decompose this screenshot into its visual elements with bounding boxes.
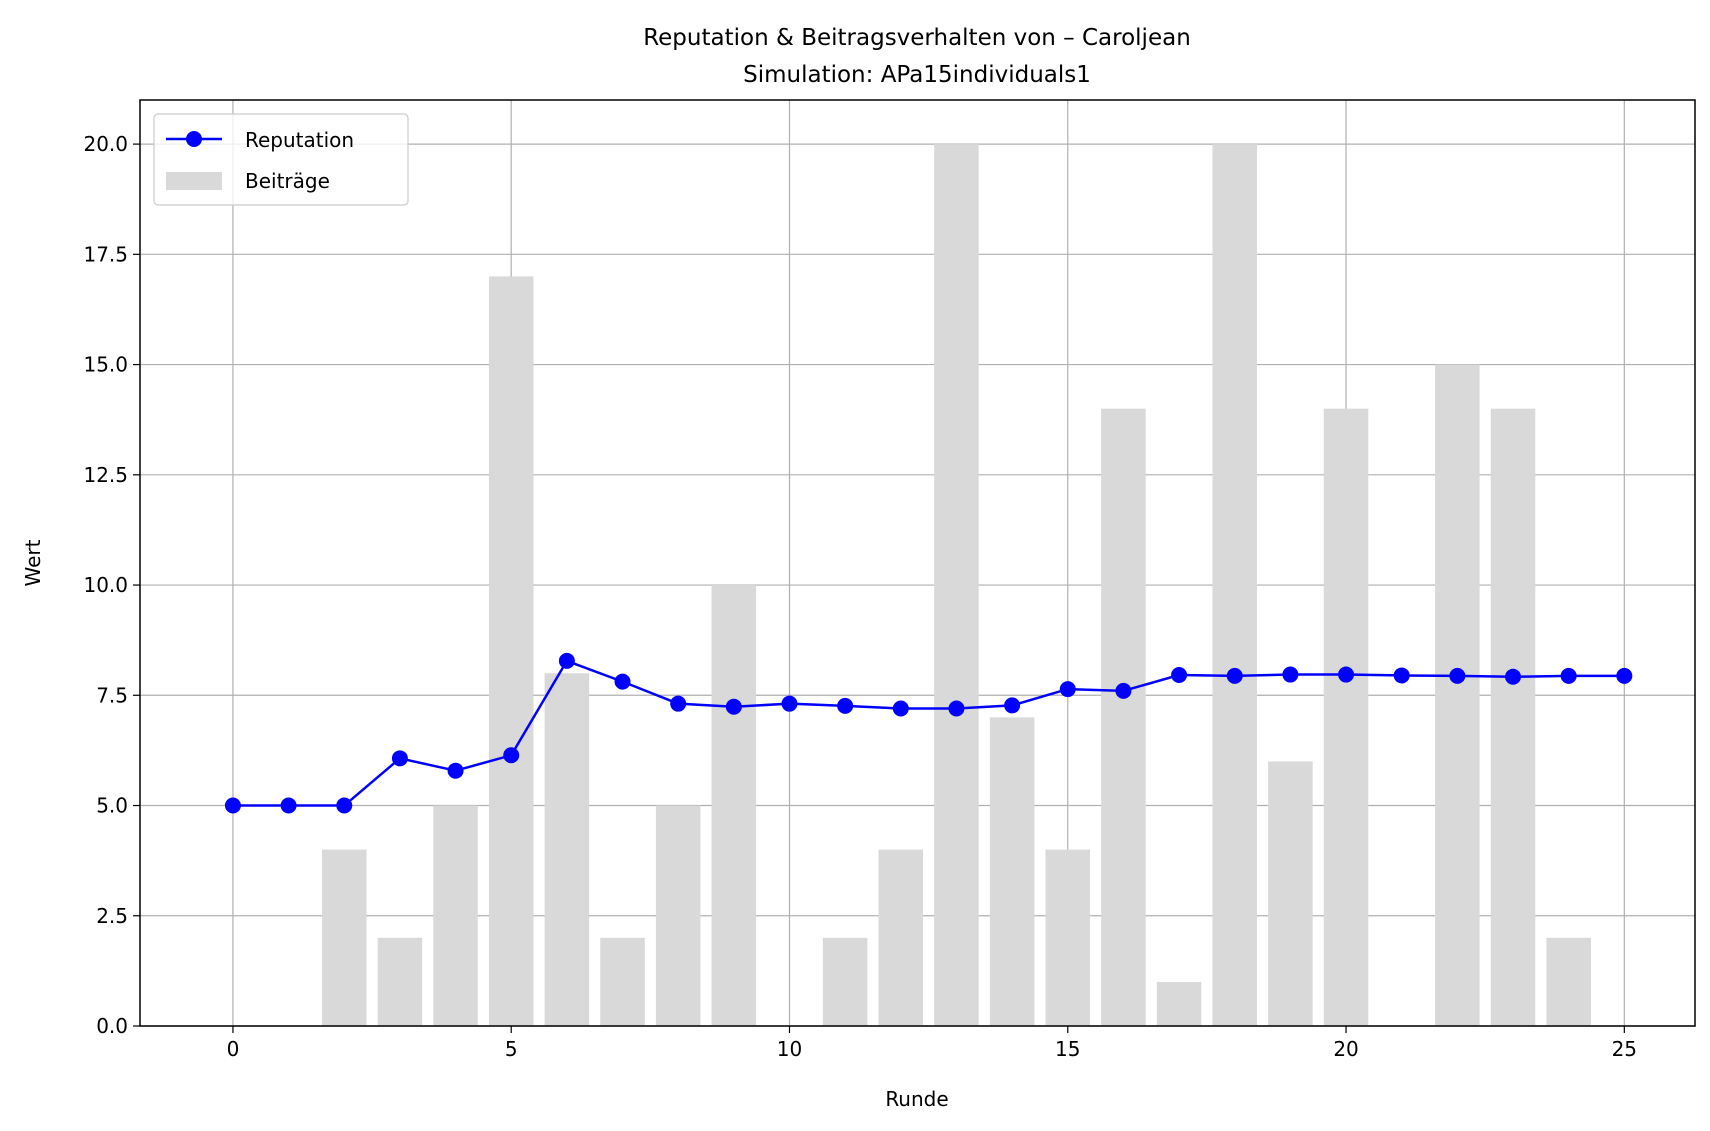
reputation-point <box>781 695 798 712</box>
reputation-point <box>1338 666 1355 683</box>
chart-subtitle: Simulation: APa15individuals1 <box>743 62 1091 88</box>
y-tick-label: 17.5 <box>83 242 128 266</box>
y-tick-label: 2.5 <box>96 904 128 928</box>
bar <box>655 805 701 1026</box>
y-tick-label: 10.0 <box>83 573 128 597</box>
y-axis-label: Wert <box>21 539 45 586</box>
bar <box>711 585 757 1026</box>
x-tick-label: 25 <box>1612 1037 1637 1061</box>
legend-contributions-label: Beiträge <box>245 169 330 193</box>
reputation-point <box>1226 667 1243 684</box>
bar <box>1101 408 1146 1027</box>
x-axis-label: Runde <box>885 1087 948 1111</box>
y-tick-label: 20.0 <box>83 132 128 156</box>
x-tick-label: 20 <box>1333 1037 1358 1061</box>
bar <box>878 849 924 1026</box>
reputation-point <box>1059 681 1076 698</box>
legend-reputation-marker <box>186 131 202 147</box>
reputation-point <box>892 700 909 717</box>
y-tick-label: 15.0 <box>83 353 128 377</box>
bar <box>1546 937 1591 1026</box>
reputation-point <box>948 700 965 717</box>
bar <box>433 805 478 1026</box>
x-tick-label: 0 <box>227 1037 240 1061</box>
reputation-point <box>391 750 408 767</box>
reputation-line <box>224 652 1633 814</box>
reputation-point <box>614 673 631 690</box>
reputation-point <box>1115 682 1132 699</box>
bar <box>1490 408 1536 1027</box>
y-tick-label: 7.5 <box>96 683 128 707</box>
bar <box>600 937 645 1026</box>
reputation-point <box>1505 668 1522 685</box>
legend-contributions-swatch <box>166 172 222 190</box>
bar <box>1156 981 1202 1026</box>
reputation-point <box>670 695 687 712</box>
chart-title: Reputation & Beitragsverhalten von – Car… <box>643 25 1191 51</box>
reputation-point <box>837 697 854 714</box>
reputation-point <box>447 762 464 779</box>
reputation-point <box>1449 667 1466 684</box>
bar <box>377 937 423 1026</box>
y-tick-label: 12.5 <box>83 463 128 487</box>
bar <box>488 276 534 1026</box>
x-tick-label: 10 <box>777 1037 802 1061</box>
bar <box>989 717 1035 1026</box>
x-tick-label: 15 <box>1055 1037 1080 1061</box>
reputation-point <box>1393 667 1410 684</box>
bar <box>1435 364 1480 1027</box>
reputation-point <box>1282 666 1299 683</box>
y-tick-label: 0.0 <box>96 1014 128 1038</box>
reputation-point <box>280 797 297 814</box>
plot-frame <box>139 99 1696 1027</box>
reputation-polyline <box>232 659 1625 807</box>
bar <box>1212 144 1257 1027</box>
x-tick-label: 5 <box>505 1037 518 1061</box>
reputation-point <box>558 652 575 669</box>
legend-reputation-label: Reputation <box>245 128 354 152</box>
bar <box>1323 408 1369 1027</box>
bar <box>934 144 979 1027</box>
reputation-point <box>503 747 520 764</box>
y-axis-ticks: 0.0 2.5 5.0 7.5 10.0 12.5 15.0 17.5 20.0 <box>83 132 140 1038</box>
contribution-bars <box>321 144 1591 1027</box>
bar <box>544 673 590 1026</box>
reputation-point <box>1004 697 1021 714</box>
reputation-point <box>1171 667 1188 684</box>
x-axis-ticks: 0 5 10 15 20 25 <box>227 1026 1637 1061</box>
bar <box>1268 761 1313 1026</box>
reputation-point <box>336 797 353 814</box>
y-tick-label: 5.0 <box>96 794 128 818</box>
reputation-point <box>1560 667 1577 684</box>
reputation-point <box>725 698 742 715</box>
legend: Reputation Beiträge <box>153 113 409 206</box>
bar <box>1045 849 1091 1026</box>
bar <box>822 937 868 1026</box>
bar <box>321 849 367 1026</box>
reputation-point <box>224 797 241 814</box>
reputation-point <box>1616 667 1633 684</box>
